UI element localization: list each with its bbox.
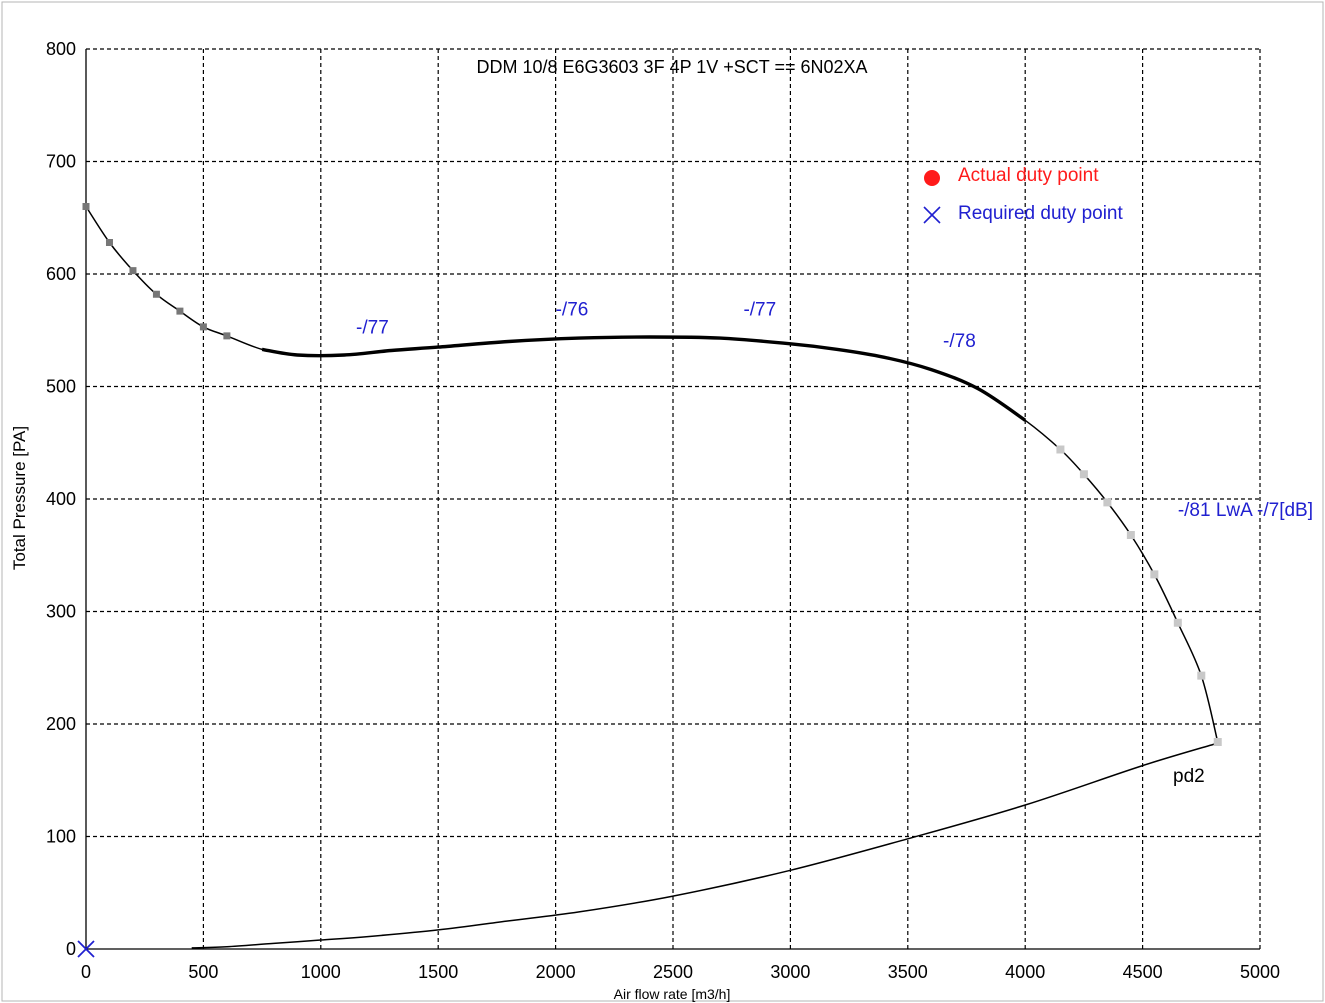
- legend: Actual duty point Required duty point: [923, 165, 1123, 224]
- y-tick-label: 200: [46, 714, 76, 734]
- y-tick-label: 500: [46, 377, 76, 397]
- x-tick-label: 2000: [536, 962, 576, 982]
- grid-lines: [86, 48, 1261, 949]
- curve-point-marker: [1173, 618, 1182, 627]
- fan-curve-operating-range: [261, 335, 1027, 422]
- axes: [85, 49, 1260, 950]
- x-tick-label: 5000: [1240, 962, 1280, 982]
- x-axis-label: Air flow rate [m3/h]: [614, 986, 731, 1002]
- y-axis-label: Total Pressure [PA]: [10, 426, 29, 570]
- x-tick-label: 4500: [1123, 962, 1163, 982]
- pd2-curve-label: pd2: [1173, 766, 1205, 787]
- curve-point-marker: [129, 267, 137, 275]
- curve-point-marker: [82, 203, 90, 210]
- pd2-curve-line: [191, 742, 1218, 949]
- legend-actual-duty-point: Actual duty point: [958, 165, 1099, 186]
- curve-point-marker: [223, 332, 231, 340]
- x-tick-label: 3000: [770, 962, 810, 982]
- x-tick-label: 2500: [653, 962, 693, 982]
- y-tick-label: 400: [46, 489, 76, 509]
- sound-level-annotation: -/77: [743, 300, 776, 321]
- actual-duty-point-legend-marker: [924, 170, 940, 186]
- x-tick-label: 500: [188, 962, 218, 982]
- x-tick-label: 1000: [301, 962, 341, 982]
- y-tick-label: 800: [46, 39, 76, 59]
- required-duty-point-marker: [77, 940, 95, 958]
- curve-point-marker: [105, 239, 113, 246]
- legend-required-duty-point: Required duty point: [958, 203, 1123, 224]
- y-tick-label: 700: [46, 152, 76, 172]
- curve-annotations: -/77 -/76 -/77 -/78 -/81 LwA -/7[dB]: [356, 300, 1313, 521]
- sound-level-annotation: -/76: [556, 300, 589, 321]
- y-tick-label: 0: [66, 939, 76, 959]
- sound-level-annotation: -/81 LwA -/7[dB]: [1178, 500, 1313, 521]
- curve-point-marker: [1103, 498, 1112, 507]
- curve-point-marker: [1150, 570, 1159, 579]
- y-tick-labels: 0 100 200 300 400 500 600 700 800: [46, 39, 76, 959]
- curve-point-marker: [1197, 671, 1206, 680]
- curve-point-marker: [1056, 445, 1065, 454]
- x-tick-label: 0: [81, 962, 91, 982]
- required-duty-point-legend-marker: [923, 206, 941, 224]
- curve-point-marker: [152, 290, 160, 298]
- curve-point-marker: [1213, 738, 1222, 746]
- x-tick-labels: 0 500 1000 1500 2000 2500 3000 3500 4000 4500 5000: [81, 962, 1280, 982]
- x-tick-label: 3500: [888, 962, 928, 982]
- sound-level-annotation: -/77: [356, 318, 389, 339]
- sound-level-annotation: -/78: [943, 331, 976, 352]
- curve-points: [82, 203, 1222, 746]
- chart-title: DDM 10/8 E6G3603 3F 4P 1V +SCT == 6N02XA: [476, 57, 867, 77]
- curve-point-marker: [1126, 531, 1135, 539]
- y-tick-label: 300: [46, 602, 76, 622]
- curve-point-marker: [1079, 470, 1088, 479]
- y-tick-label: 100: [46, 827, 76, 847]
- y-tick-label: 600: [46, 264, 76, 284]
- x-tick-label: 4000: [1005, 962, 1045, 982]
- x-tick-label: 1500: [418, 962, 458, 982]
- curve-point-marker: [176, 307, 184, 315]
- curve-point-marker: [199, 323, 207, 331]
